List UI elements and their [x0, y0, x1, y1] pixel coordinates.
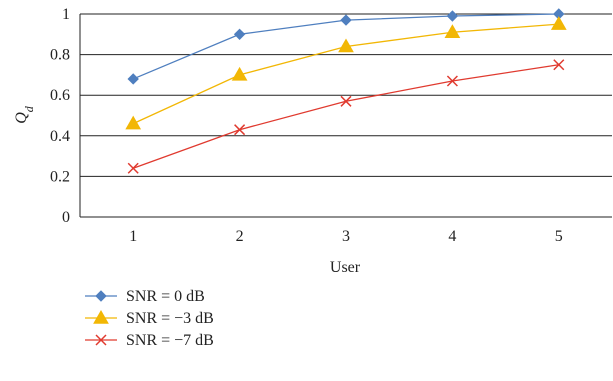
- y-tick-labels: 0 0.2 0.4 0.6 0.8 1: [50, 6, 70, 226]
- x-tick-label: 4: [448, 228, 456, 245]
- data-point: [127, 73, 139, 85]
- y-tick-label: 1: [62, 6, 70, 23]
- y-tick-label: 0.8: [50, 47, 70, 64]
- series-2: [125, 16, 567, 130]
- legend-item: SNR = −7 dB: [85, 332, 214, 349]
- x-tick-label: 5: [555, 228, 563, 245]
- legend-item: SNR = 0 dB: [85, 288, 205, 305]
- data-point: [550, 16, 567, 30]
- y-tick-label: 0: [62, 209, 70, 226]
- data-point: [444, 24, 461, 39]
- legend-item: SNR = −3 dB: [85, 309, 214, 327]
- legend-label: SNR = 0 dB: [126, 288, 205, 305]
- data-point: [340, 95, 352, 107]
- grid-lines: [80, 13, 612, 177]
- series-line: [132, 64, 559, 169]
- data-point: [234, 124, 246, 136]
- data-point: [340, 14, 352, 26]
- data-point: [553, 59, 565, 71]
- data-point: [95, 334, 107, 346]
- data-point: [338, 38, 354, 53]
- data-point: [93, 309, 109, 324]
- data-point: [446, 10, 459, 22]
- x-tick-labels: 1 2 3 4 5: [129, 228, 563, 245]
- x-tick-label: 3: [342, 228, 350, 245]
- series-3: [127, 59, 565, 174]
- x-tick-label: 1: [129, 228, 137, 245]
- legend-label: SNR = −7 dB: [126, 332, 214, 349]
- x-axis-label: User: [330, 259, 361, 276]
- legend: SNR = 0 dB SNR = −3 dB SNR = −7 dB: [85, 288, 214, 349]
- y-tick-label: 0.6: [50, 87, 70, 104]
- y-axis-label: Qd: [13, 105, 36, 124]
- data-point: [446, 75, 458, 87]
- data-point: [231, 66, 248, 81]
- data-point: [95, 290, 107, 302]
- series-1: [127, 8, 565, 85]
- data-point: [127, 162, 139, 174]
- y-tick-label: 0.2: [50, 168, 70, 185]
- y-tick-label: 0.4: [50, 128, 70, 145]
- legend-label: SNR = −3 dB: [126, 310, 214, 327]
- data-point: [233, 28, 246, 41]
- axes: [79, 14, 612, 218]
- x-tick-label: 2: [236, 228, 244, 245]
- series-group: [125, 8, 567, 174]
- data-point: [125, 115, 142, 130]
